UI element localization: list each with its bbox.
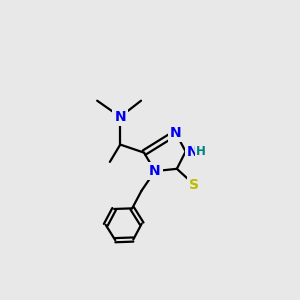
Text: N: N xyxy=(149,164,161,178)
Text: N: N xyxy=(170,126,182,140)
Text: H: H xyxy=(196,145,206,158)
Text: S: S xyxy=(189,178,200,192)
Text: N: N xyxy=(187,145,198,158)
Text: N: N xyxy=(114,110,126,124)
